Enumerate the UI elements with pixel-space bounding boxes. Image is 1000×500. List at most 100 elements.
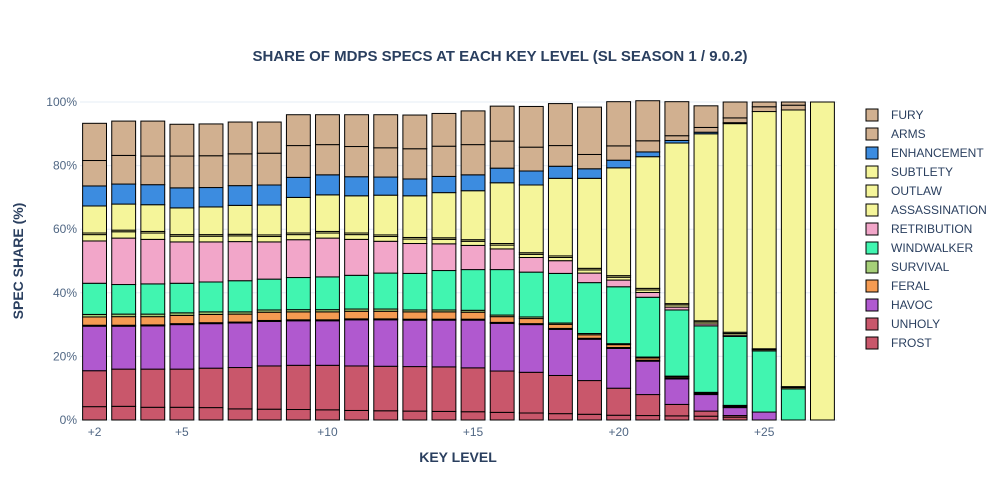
bar-segment-frost — [315, 409, 340, 421]
bar-segment-feral — [518, 318, 544, 325]
bar-segment-windwalker — [285, 277, 311, 311]
bar-segment-fury — [431, 112, 457, 147]
bar-segment-unholy — [402, 366, 428, 412]
bar-segment-havoc — [460, 319, 486, 369]
bar-segment-assassination — [198, 235, 224, 243]
bar-segment-subtlety — [635, 156, 661, 289]
bar-segment-frost — [431, 410, 457, 421]
bar-segment-arms — [344, 146, 370, 178]
bar-segment-fury — [751, 101, 777, 108]
bar-segment-enhancement — [547, 165, 573, 179]
bar-segment-retribution — [315, 237, 340, 278]
bar-segment-unholy — [227, 367, 253, 410]
bar-segment-fury — [547, 103, 573, 147]
bar-segment-feral — [344, 310, 370, 320]
y-tick-label: 80% — [53, 159, 77, 173]
bar-segment-unholy — [315, 364, 340, 411]
bar-segment-subtlety — [169, 207, 195, 236]
bar-segment-frost — [635, 415, 661, 421]
bar-segment-havoc — [256, 320, 282, 367]
bar-segment-retribution — [635, 291, 661, 298]
bar-segment-arms — [751, 106, 777, 113]
bar-segment-frost — [489, 411, 515, 421]
bar-segment-retribution — [547, 260, 573, 274]
bar-segment-subtlety — [780, 109, 806, 388]
bar-segment-arms — [256, 152, 282, 186]
bar-segment-retribution — [373, 240, 399, 274]
legend-label: FROST — [891, 336, 932, 350]
bar-segment-unholy — [373, 365, 399, 412]
bar-segment-frost — [256, 408, 282, 421]
bar-segment-subtlety — [140, 204, 166, 232]
bar-segment-subtlety — [547, 177, 573, 257]
bar-segment-assassination — [431, 238, 457, 245]
bar-segment-subtlety — [344, 195, 370, 234]
bar-segment-subtlety — [606, 167, 632, 277]
bar-segment-feral — [227, 313, 253, 323]
legend-label: ASSASSINATION — [891, 203, 987, 217]
bar-segment-feral — [577, 334, 602, 339]
bar-segment-feral — [460, 311, 486, 320]
y-axis-ticks: 0% 20% 40% 60% 80% 100% — [46, 95, 77, 427]
y-axis-title: SPEC SHARE (%) — [10, 203, 26, 320]
bar-segment-assassination — [111, 231, 137, 239]
bar-segment-unholy — [635, 394, 661, 417]
bar-segment-subtlety — [518, 184, 544, 254]
bar-segment-unholy — [431, 366, 457, 412]
legend-swatch — [865, 336, 879, 350]
bar-segment-feral — [402, 311, 428, 320]
bar-segment-havoc — [285, 320, 311, 366]
bar-segment-fury — [140, 120, 166, 157]
bar-segment-enhancement — [431, 175, 457, 194]
bar-segment-feral — [431, 311, 457, 320]
bar-segment-windwalker — [140, 283, 166, 315]
bar-segment-assassination — [460, 240, 486, 246]
bar-segment-windwalker — [431, 270, 457, 311]
bar-segment-retribution — [577, 272, 602, 284]
bar-segment-arms — [547, 145, 573, 167]
bar-segment-unholy — [489, 370, 515, 413]
bar-segment-havoc — [315, 320, 340, 366]
bar-segment-havoc — [664, 378, 690, 405]
bar-segment-subtlety — [285, 196, 311, 234]
bar-segment-fury — [693, 105, 719, 128]
bar-segment-retribution — [227, 241, 253, 282]
bar-segment-enhancement — [198, 187, 224, 208]
bar-segment-windwalker — [82, 282, 107, 315]
bar-segment-subtlety — [315, 194, 340, 232]
bar-segment-fury — [198, 123, 224, 157]
bar-segment-fury — [518, 105, 544, 148]
bar-segment-unholy — [664, 403, 690, 417]
bar-segment-arms — [315, 144, 340, 176]
bar-segment-fury — [489, 105, 515, 142]
bar-segment-fury — [664, 101, 690, 137]
bar-segment-windwalker — [344, 274, 370, 310]
bar-segment-subtlety — [111, 203, 137, 231]
bar-segment-enhancement — [140, 184, 166, 206]
bar-segment-windwalker — [373, 272, 399, 310]
bar-segment-assassination — [489, 244, 515, 250]
bar-segment-enhancement — [635, 151, 661, 158]
bar-segment-retribution — [606, 279, 632, 288]
bar-segment-assassination — [285, 234, 311, 241]
bar-segment-enhancement — [285, 176, 311, 198]
bar-segment-unholy — [577, 380, 602, 415]
chart-title: SHARE OF MDPS SPECS AT EACH KEY LEVEL (S… — [252, 48, 747, 65]
bar-segment-assassination — [344, 234, 370, 240]
legend-swatch — [865, 279, 879, 293]
bar-segment-havoc — [489, 322, 515, 372]
bar-segment-unholy — [111, 368, 137, 407]
bar-segment-unholy — [140, 368, 166, 408]
bar-segment-windwalker — [169, 282, 195, 314]
bar-segment-retribution — [344, 238, 370, 276]
bar-segment-enhancement — [489, 167, 515, 184]
bar-segment-arms — [285, 145, 311, 178]
bar-segment-frost — [577, 413, 602, 421]
bar-segment-enhancement — [518, 170, 544, 186]
bar-segment-frost — [169, 406, 195, 421]
bar-segment-subtlety — [431, 192, 457, 239]
bar-segment-assassination — [169, 235, 195, 243]
legend: FURY ARMS ENHANCEMENT SUBTLETY OUTLAW ASSASSI… — [865, 108, 987, 350]
bar-segment-retribution — [82, 240, 107, 284]
bar-segment-subtlety — [693, 133, 719, 322]
